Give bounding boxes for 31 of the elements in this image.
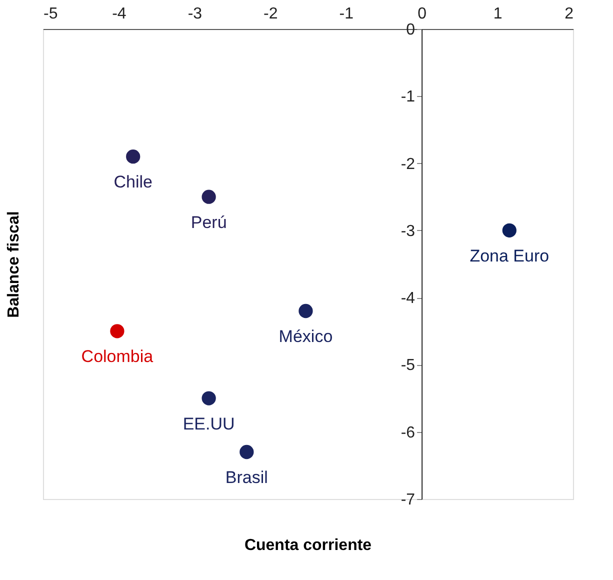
point — [126, 150, 140, 164]
point — [298, 304, 313, 318]
point — [202, 391, 216, 406]
y-tick-label: -4 — [400, 290, 416, 308]
x-tick-label: -1 — [339, 6, 354, 22]
x-tick-label: 1 — [493, 6, 502, 22]
x-tick-label: -2 — [264, 6, 278, 22]
point — [202, 190, 216, 204]
series-label: Perú — [190, 212, 227, 232]
series-label: EE.UU — [182, 414, 235, 434]
x-tick-label: -5 — [44, 6, 58, 22]
y-tick-label: -6 — [400, 424, 416, 442]
point — [502, 223, 516, 238]
x-tick-label: -3 — [188, 6, 202, 22]
point — [240, 444, 254, 460]
series-label: Brasil — [225, 468, 268, 487]
y-tick-label: -3 — [400, 222, 416, 240]
x-axis-title: Cuenta corriente — [244, 537, 372, 554]
series-label: Colombia — [81, 347, 154, 366]
y-axis-title: Balance fiscal — [6, 211, 22, 318]
series-label: Chile — [114, 172, 152, 192]
point — [110, 324, 124, 338]
series-label: Zona Euro — [470, 246, 550, 266]
series-label: México — [278, 327, 333, 346]
y-tick-label: -1 — [400, 88, 416, 106]
y-tick-label: -2 — [400, 156, 416, 173]
x-tick-label: 0 — [418, 6, 427, 22]
y-tick-label: -7 — [400, 492, 416, 508]
x-tick-label: 2 — [564, 6, 574, 22]
y-tick-label: -5 — [400, 357, 416, 374]
x-tick-label: -4 — [112, 6, 126, 22]
